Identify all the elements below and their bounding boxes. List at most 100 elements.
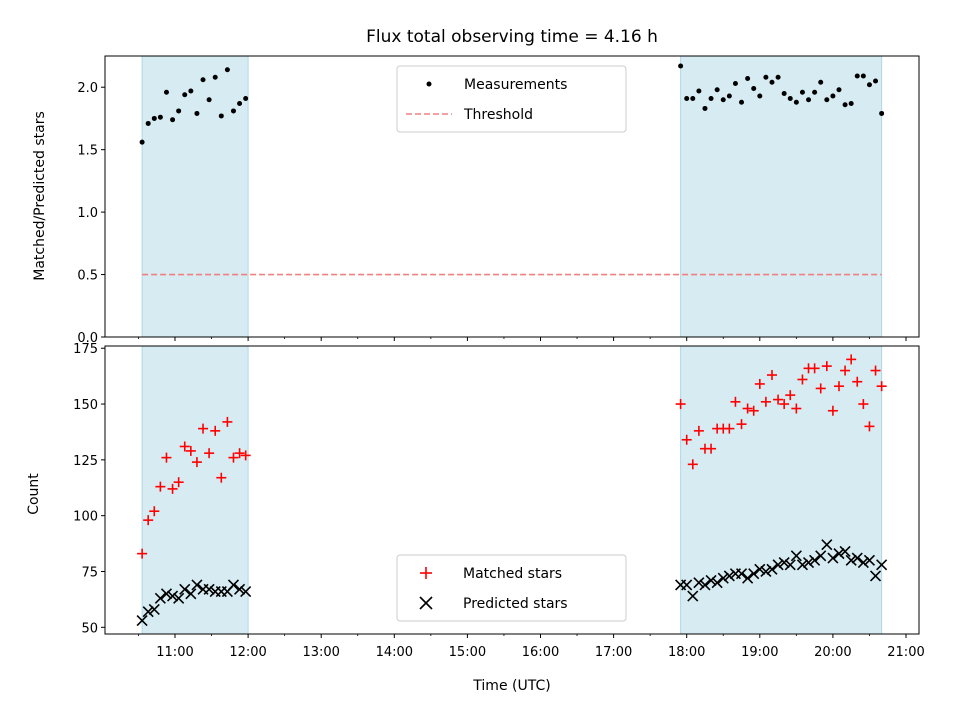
x-tick-label: 14:00 — [376, 645, 413, 660]
bottom-x-ticks: 11:00 12:00 13:00 14:00 15:00 16:00 17:00 18:00… — [138, 634, 925, 660]
matched-star-point — [785, 390, 796, 401]
matched-star-point — [191, 457, 202, 468]
legend-matched-marker — [420, 567, 432, 579]
predicted-star-point — [857, 556, 869, 569]
shaded-interval — [680, 55, 883, 338]
top-shaded-intervals — [141, 55, 883, 338]
matched-star-point — [240, 450, 251, 461]
matched-star-point — [137, 548, 148, 559]
bottom-legend: Matched stars Predicted stars — [396, 554, 627, 622]
predicted-star-point — [148, 603, 160, 616]
measurement-point — [751, 85, 757, 91]
x-tick-label: 16:00 — [522, 645, 559, 660]
matched-star-point — [222, 416, 233, 427]
measurement-point — [854, 73, 860, 79]
y-tick-label: 0.0 — [77, 331, 98, 346]
matched-star-point — [155, 481, 166, 492]
measurement-point — [769, 79, 775, 85]
matched-star-point — [840, 365, 851, 376]
matched-star-point — [724, 423, 735, 434]
matched-star-point — [681, 434, 692, 445]
measurement-point — [218, 113, 224, 119]
matched-star-point — [228, 452, 239, 463]
matched-star-point — [791, 403, 802, 414]
predicted-star-point — [185, 588, 197, 600]
measurement-point — [170, 117, 176, 123]
predicted-star-point — [796, 559, 809, 571]
predicted-star-point — [705, 574, 717, 586]
bottom-y-ticks: 50 75 100 125 150 175 — [73, 342, 105, 636]
predicted-star-point — [863, 554, 876, 566]
measurement-point — [806, 97, 812, 103]
predicted-star-point — [160, 588, 173, 600]
measurement-point — [200, 77, 206, 83]
legend-matched-label: Matched stars — [463, 566, 562, 582]
y-tick-label: 100 — [73, 510, 98, 525]
x-tick-label: 18:00 — [668, 645, 705, 660]
predicted-star-point — [845, 554, 857, 566]
measurement-point — [696, 88, 702, 94]
measurement-point — [812, 89, 818, 95]
measurement-point — [176, 108, 182, 114]
measurement-point — [194, 110, 200, 116]
shaded-interval — [141, 55, 249, 338]
matched-star-point — [742, 403, 753, 414]
bottom-axes-frame — [104, 345, 920, 635]
bottom-panel: 50 75 100 125 150 175 11:00 12:00 13:00 14:00 15:… — [26, 342, 925, 694]
shaded-interval — [141, 345, 249, 635]
matched-star-point — [748, 405, 759, 416]
legend-predicted-label: Predicted stars — [463, 596, 568, 612]
matched-star-point — [754, 378, 765, 389]
bottom-series — [136, 354, 888, 627]
predicted-star-point — [772, 559, 784, 571]
predicted-star-point — [681, 579, 693, 591]
legend-threshold-label: Threshold — [463, 107, 533, 123]
top-x-ticks — [138, 337, 907, 341]
matched-star-point — [161, 452, 172, 463]
matched-star-point — [198, 423, 209, 434]
matched-star-point — [852, 376, 863, 387]
measurement-point — [720, 97, 726, 103]
x-tick-label: 19:00 — [741, 645, 778, 660]
predicted-star-point — [827, 552, 839, 564]
measurement-point — [145, 120, 151, 126]
measurement-point — [690, 95, 696, 101]
matched-star-point — [827, 405, 838, 416]
x-tick-label: 15:00 — [449, 645, 486, 660]
predicted-star-point — [802, 556, 815, 569]
measurement-point — [842, 102, 848, 108]
y-tick-label: 1.0 — [77, 206, 98, 221]
matched-star-point — [730, 396, 741, 407]
measurement-point — [745, 75, 751, 81]
matched-star-point — [779, 399, 790, 410]
measurement-point — [163, 89, 169, 95]
y-tick-label: 0.5 — [77, 269, 98, 284]
predicted-star-point — [851, 552, 863, 564]
measurement-point — [739, 99, 745, 105]
measurement-point — [824, 97, 830, 103]
predicted-star-point — [723, 570, 735, 582]
measurement-point — [866, 82, 872, 88]
y-tick-label: 125 — [73, 454, 98, 469]
predicted-star-point — [833, 548, 845, 560]
predicted-star-point — [821, 539, 833, 551]
matched-star-point — [234, 448, 245, 459]
measurement-point — [873, 78, 879, 84]
matched-star-point — [736, 419, 747, 430]
top-y-ticks: 0.0 0.5 1.0 1.5 2.0 — [77, 81, 105, 346]
predicted-star-point — [815, 550, 827, 562]
predicted-star-point — [154, 592, 166, 604]
matched-star-point — [179, 441, 190, 452]
measurement-point — [714, 87, 720, 93]
predicted-star-point — [760, 565, 772, 578]
measurement-point — [818, 79, 824, 85]
predicted-star-point — [240, 586, 252, 598]
measurement-point — [830, 93, 836, 99]
matched-star-point — [204, 448, 215, 459]
matched-star-point — [167, 483, 178, 494]
measurement-point — [836, 87, 842, 93]
measurement-point — [848, 100, 854, 106]
bottom-y-axis-label: Count — [26, 473, 42, 515]
top-axes-frame — [104, 55, 920, 338]
